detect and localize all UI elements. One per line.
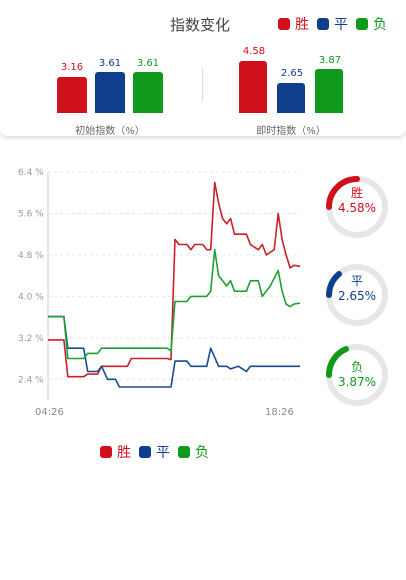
legend-item-lose: 负 bbox=[356, 14, 387, 34]
x-start-label: 04:26 bbox=[35, 407, 64, 418]
current-win-value: 4.58 bbox=[242, 46, 266, 57]
gauge-lose-pct: 3.87% bbox=[337, 375, 377, 389]
lose-swatch-icon bbox=[178, 446, 190, 458]
y-tick-label: 6.4 % bbox=[18, 168, 44, 178]
group-divider bbox=[202, 68, 203, 102]
initial-lose-value: 3.61 bbox=[136, 58, 160, 69]
win-swatch-icon bbox=[100, 446, 112, 458]
initial-draw-bar bbox=[95, 72, 125, 113]
initial-draw-value: 3.61 bbox=[98, 58, 122, 69]
y-tick-label: 4.0 % bbox=[18, 292, 44, 302]
current-draw-value: 2.65 bbox=[280, 68, 304, 79]
legend-bottom: 胜 平 负 bbox=[100, 442, 217, 462]
initial-caption: 初始指数（%） bbox=[75, 126, 145, 137]
gauge-win bbox=[326, 176, 388, 238]
legend-bottom-lose: 负 bbox=[178, 442, 209, 462]
legend-item-draw: 平 bbox=[317, 14, 348, 34]
draw-swatch-icon bbox=[139, 446, 151, 458]
gauge-win-name: 胜 bbox=[350, 186, 363, 200]
current-lose-value: 3.87 bbox=[318, 55, 342, 66]
y-tick-label: 4.8 % bbox=[18, 251, 44, 261]
x-end-label: 18:26 bbox=[265, 407, 294, 418]
y-tick-label: 3.2 % bbox=[18, 334, 44, 344]
current-lose-bar bbox=[315, 69, 343, 113]
draw-swatch-icon bbox=[317, 18, 329, 30]
lose-swatch-icon bbox=[356, 18, 368, 30]
series-line-2 bbox=[48, 248, 301, 360]
legend-top: 胜 平 负 bbox=[278, 14, 395, 34]
y-tick-label: 5.6 % bbox=[18, 209, 44, 219]
legend-bottom-win: 胜 bbox=[100, 442, 131, 462]
gauge-draw bbox=[326, 264, 388, 326]
gauge-draw-pct: 2.65% bbox=[337, 289, 377, 303]
y-tick-label: 2.4 % bbox=[18, 375, 44, 385]
index-summary-card: 指数变化 胜 平 负 3.16 3.61 3.61 初始指数（%） 4.58 2… bbox=[0, 0, 406, 137]
series-line-1 bbox=[48, 315, 300, 388]
legend-item-win: 胜 bbox=[278, 14, 309, 34]
index-line-chart: 6.4 % 5.6 % 4.8 % 4.0 % 3.2 % 2.4 % 04:26 18:… bbox=[18, 168, 301, 418]
gauge-lose-name: 负 bbox=[350, 360, 363, 374]
initial-win-bar bbox=[57, 77, 87, 113]
gauge-draw-name: 平 bbox=[350, 274, 363, 288]
current-draw-bar bbox=[277, 83, 305, 113]
page-title: 指数变化 bbox=[170, 16, 231, 34]
legend-bottom-draw: 平 bbox=[139, 442, 170, 462]
initial-win-value: 3.16 bbox=[60, 62, 84, 73]
win-swatch-icon bbox=[278, 18, 290, 30]
current-caption: 即时指数（%） bbox=[256, 126, 326, 137]
current-win-bar bbox=[239, 61, 267, 113]
series-line-0 bbox=[48, 181, 301, 378]
initial-lose-bar bbox=[133, 72, 163, 113]
gauge-win-pct: 4.58% bbox=[337, 201, 377, 215]
gauge-lose bbox=[325, 344, 388, 406]
